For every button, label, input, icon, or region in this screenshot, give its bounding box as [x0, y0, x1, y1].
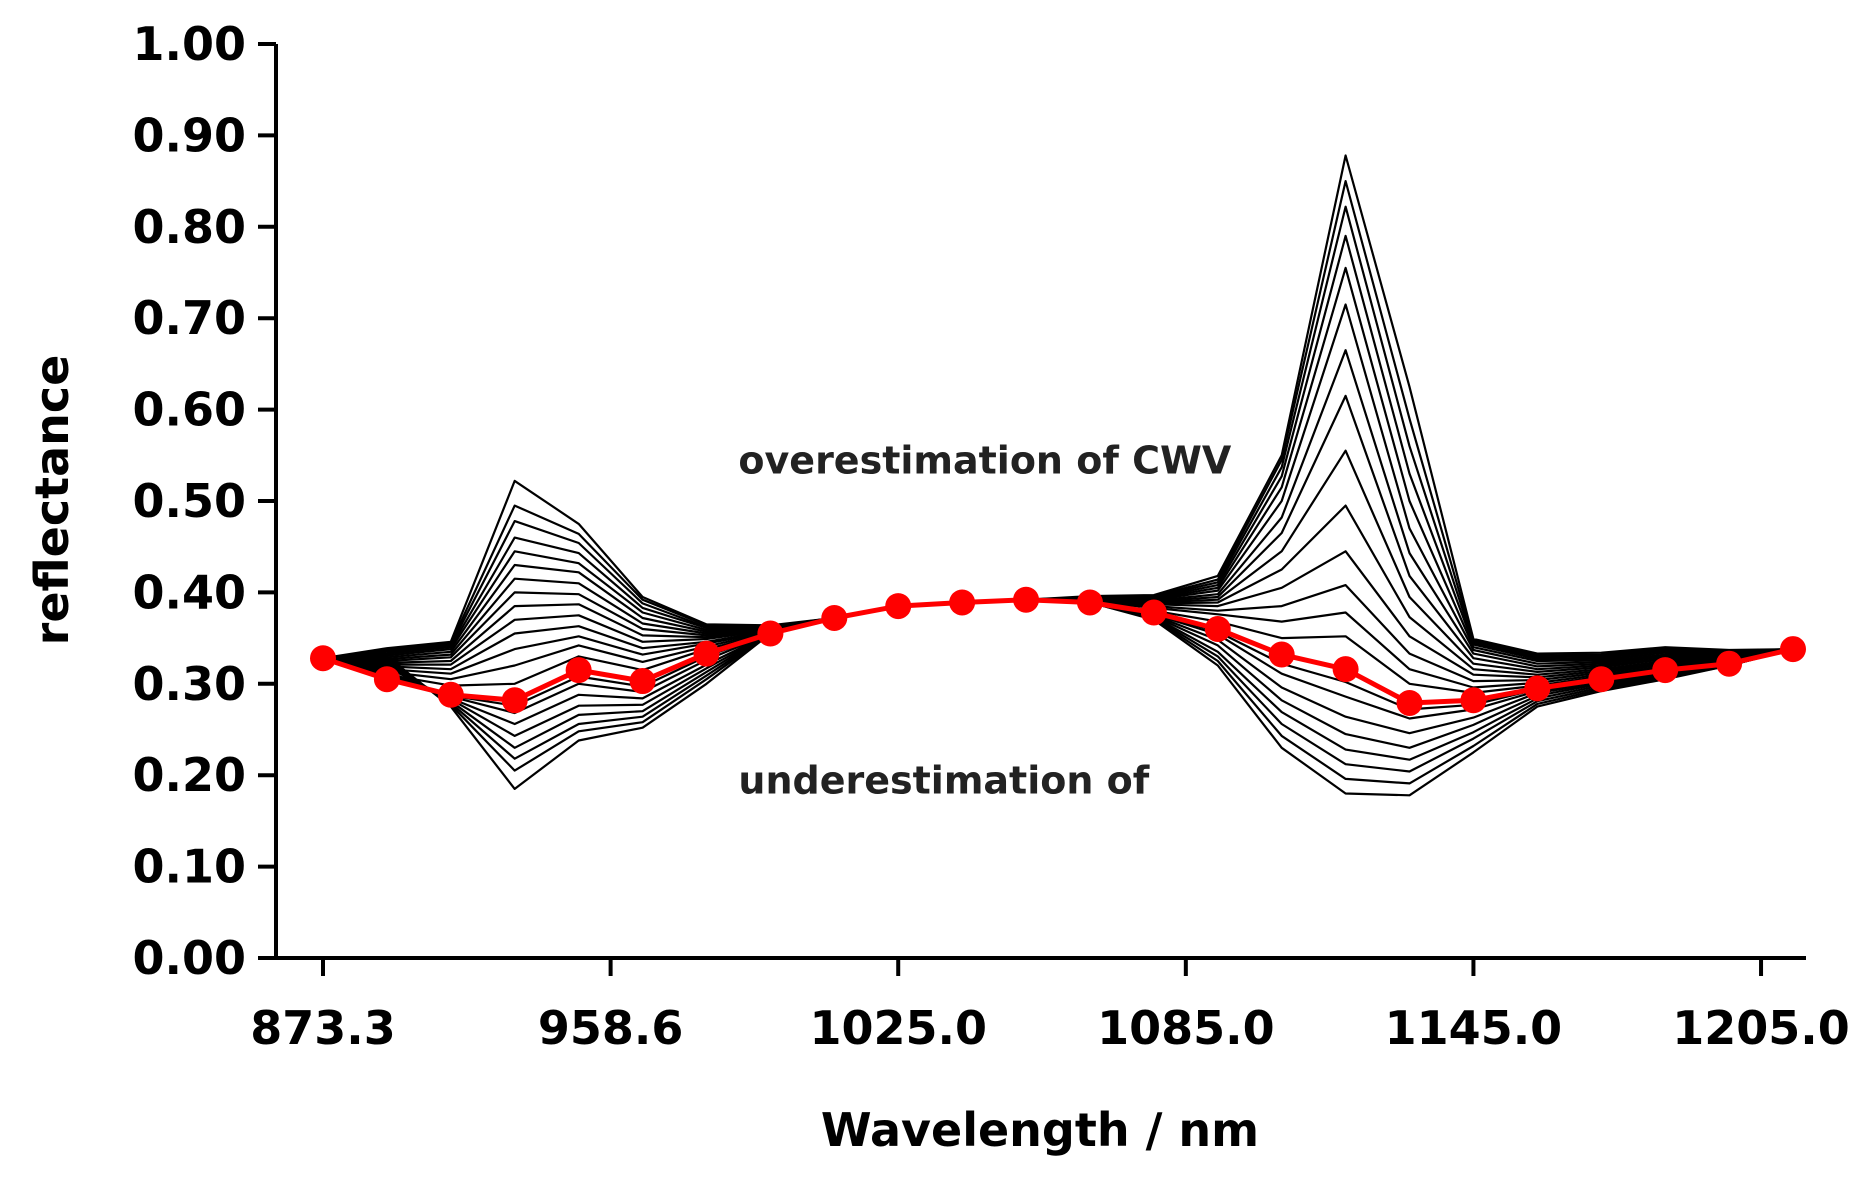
reference-point — [1013, 586, 1040, 613]
y-tick-label: 0.10 — [133, 840, 247, 894]
y-tick-label: 0.90 — [133, 108, 247, 162]
reference-point — [1460, 687, 1487, 714]
reference-series — [310, 586, 1806, 716]
x-tick-label: 1025.0 — [809, 1001, 987, 1055]
reference-point — [1332, 656, 1359, 683]
axes — [258, 44, 1806, 960]
y-tick-label: 0.50 — [133, 474, 247, 528]
annotation-1: underestimation of — [738, 758, 1149, 802]
reference-point — [310, 645, 336, 672]
series-line-o13 — [322, 180, 1794, 660]
reference-point — [885, 593, 912, 620]
y-tick-label: 0.40 — [133, 565, 247, 619]
y-tick-label: 0.60 — [133, 383, 247, 437]
reference-point — [949, 589, 976, 616]
series-line-o12 — [322, 205, 1794, 660]
reference-point — [629, 668, 656, 695]
reference-point — [693, 640, 720, 667]
x-tick-label: 1205.0 — [1672, 1001, 1850, 1055]
y-tick-label: 0.20 — [133, 748, 247, 802]
y-axis-title: reflectance — [25, 355, 79, 646]
reference-point — [1780, 636, 1806, 663]
series-line-o6 — [322, 449, 1794, 674]
y-ticks: 0.00 0.10 0.20 0.30 0.40 0.50 0.60 0.70 0.80 0.90… — [133, 17, 276, 985]
reference-point — [1268, 641, 1295, 668]
series-line-o9 — [322, 303, 1794, 665]
x-tick-label: 958.6 — [538, 1001, 684, 1055]
annotation-0: overestimation of CWV — [738, 439, 1231, 483]
series-line-o8 — [322, 349, 1794, 668]
series-line-o14 — [322, 154, 1794, 660]
reference-point — [1524, 675, 1551, 702]
y-tick-label: 0.30 — [133, 657, 247, 711]
reference-point — [501, 687, 528, 714]
reference-point — [1588, 666, 1615, 693]
x-ticks: 873.3 958.6 1025.0 1085.0 1145.0 1205.0 — [250, 958, 1850, 1055]
reference-point — [1204, 615, 1231, 642]
reference-point — [757, 620, 784, 647]
reference-point — [437, 681, 464, 708]
x-tick-label: 1085.0 — [1097, 1001, 1275, 1055]
reference-point — [373, 666, 400, 693]
series-line-o7 — [322, 394, 1794, 671]
reference-point — [1140, 599, 1167, 626]
reference-point — [1076, 589, 1103, 616]
x-tick-label: 1145.0 — [1385, 1001, 1563, 1055]
y-tick-label: 1.00 — [133, 17, 247, 71]
reference-point — [1716, 650, 1743, 677]
y-tick-label: 0.00 — [133, 931, 247, 985]
annotations: overestimation of CWV underestimation of — [738, 439, 1231, 803]
y-tick-label: 0.80 — [133, 200, 247, 254]
reference-point — [1396, 689, 1423, 716]
reference-point — [1652, 657, 1679, 684]
reference-point — [821, 604, 848, 631]
reference-point — [565, 657, 592, 684]
x-tick-label: 873.3 — [250, 1001, 396, 1055]
y-tick-label: 0.70 — [133, 291, 247, 345]
x-axis-title: Wavelength / nm — [821, 1103, 1259, 1157]
